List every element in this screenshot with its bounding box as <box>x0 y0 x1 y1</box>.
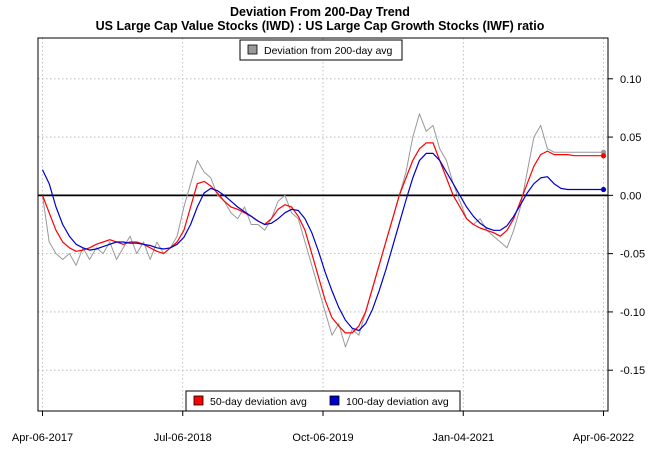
chart-title: Deviation From 200-Day Trend <box>230 5 410 19</box>
series-layer <box>38 113 608 348</box>
x-tick-label: Apr-06-2022 <box>573 432 634 444</box>
grid <box>38 38 608 411</box>
x-tick-label: Apr-06-2017 <box>12 432 73 444</box>
ma50-series-endpoint <box>600 153 607 159</box>
ma50-series-line <box>41 142 604 334</box>
legend-label-deviation: Deviation from 200-day avg <box>264 45 393 57</box>
y-tick-label: -0.10 <box>620 307 645 319</box>
y-tick-label: -0.05 <box>620 249 645 261</box>
y-tick-label: 0.00 <box>620 190 641 202</box>
legend-swatch-100day <box>329 395 340 406</box>
x-tick-label: Jan-04-2021 <box>432 432 494 444</box>
deviation-series-line <box>42 113 604 348</box>
legend-bottom-box <box>185 390 461 412</box>
legend-swatch-50day <box>193 395 204 406</box>
y-tick-label: 0.10 <box>620 74 641 86</box>
legend-top: Deviation from 200-day avg <box>239 39 403 61</box>
legend-bottom: 50-day deviation avg 100-day deviation a… <box>185 390 461 412</box>
x-tick-label: Jul-06-2018 <box>154 432 212 444</box>
ma100-series-line <box>41 152 604 332</box>
x-tick-label: Oct-06-2019 <box>292 432 353 444</box>
legend-label-50day: 50-day deviation avg <box>210 396 307 408</box>
tick-layer: 0.10 0.05 0.00 -0.05 -0.10 -0.15 Apr-06-2017 Ju… <box>12 74 645 444</box>
ma100-series-endpoint <box>600 186 607 193</box>
legend-swatch-deviation <box>247 44 258 55</box>
legend-label-100day: 100-day deviation avg <box>346 396 449 408</box>
y-tick-label: -0.15 <box>620 365 645 377</box>
chart-subtitle: US Large Cap Value Stocks (IWD) : US Lar… <box>96 19 545 33</box>
y-tick-label: 0.05 <box>620 132 641 144</box>
legend-top-box <box>239 39 403 61</box>
